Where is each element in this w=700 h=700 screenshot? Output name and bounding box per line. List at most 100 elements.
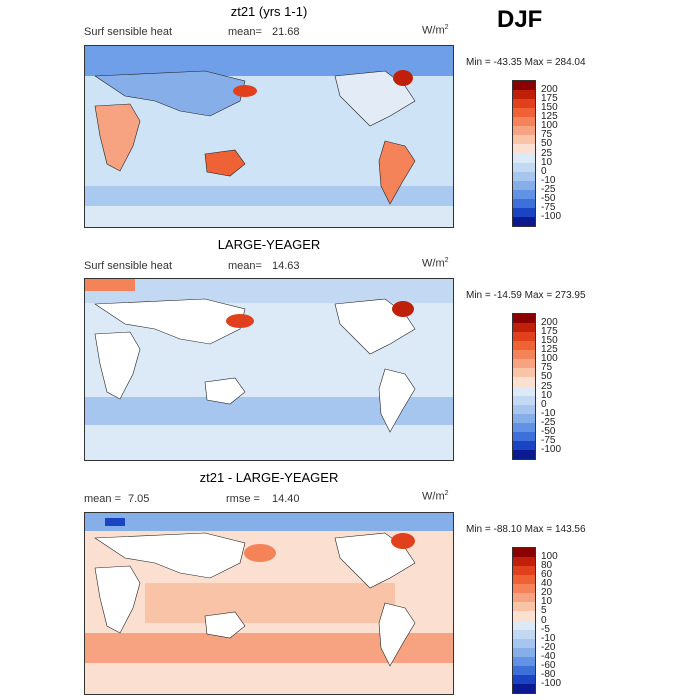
panel-3-colorbar: [512, 547, 536, 694]
colorbar-cell: [513, 647, 535, 657]
colorbar-cell: [513, 602, 535, 612]
panel-1-variable: Surf sensible heat: [84, 26, 173, 38]
colorbar-cell: [513, 683, 535, 693]
colorbar-cell: [513, 323, 535, 333]
colorbar-cell: [513, 557, 535, 567]
colorbar-cell: [513, 180, 535, 190]
panel-2-units: W/m2: [422, 257, 449, 270]
colorbar-cell: [513, 332, 535, 342]
colorbar-tick-label: -50: [541, 425, 556, 437]
colorbar-tick-label: 5: [541, 605, 547, 617]
panel-3-title: zt21 - LARGE-YEAGER: [199, 470, 339, 485]
colorbar-cell: [513, 449, 535, 459]
colorbar-tick-label: 100: [541, 353, 558, 365]
colorbar-cell: [513, 665, 535, 675]
colorbar-cell: [513, 638, 535, 648]
panel-2-minmax: Min = -14.59 Max = 273.95: [466, 290, 586, 301]
colorbar-tick-label: -50: [541, 192, 556, 204]
panel-1-colorbar: [512, 80, 536, 227]
colorbar-cell: [513, 431, 535, 441]
colorbar-tick-label: 25: [541, 380, 553, 392]
panel-1-minmax: Min = -43.35 Max = 284.04: [466, 57, 586, 68]
colorbar-tick-label: 10: [541, 156, 553, 168]
panel-3-units: W/m2: [422, 490, 449, 503]
colorbar-tick-label: 10: [541, 596, 553, 608]
colorbar-cell: [513, 593, 535, 603]
colorbar-tick-label: 40: [541, 578, 553, 590]
colorbar-cell: [513, 575, 535, 585]
panel-2-mean-value: 14.63: [272, 260, 300, 272]
colorbar-cell: [513, 611, 535, 621]
colorbar-tick-label: 0: [541, 614, 547, 626]
colorbar-cell: [513, 395, 535, 405]
colorbar-cell: [513, 198, 535, 208]
colorbar-tick-label: -75: [541, 434, 556, 446]
panel-1-map: [84, 45, 454, 228]
colorbar-tick-label: -60: [541, 659, 556, 671]
colorbar-cell: [513, 386, 535, 396]
panel-2-title: LARGE-YEAGER: [217, 237, 321, 252]
colorbar-cell: [513, 81, 535, 91]
colorbar-tick-label: -20: [541, 641, 556, 653]
panel-1-units: W/m2: [422, 24, 449, 37]
colorbar-cell: [513, 314, 535, 324]
colorbar-cell: [513, 620, 535, 630]
colorbar-cell: [513, 207, 535, 217]
colorbar-cell: [513, 359, 535, 369]
colorbar-cell: [513, 404, 535, 414]
colorbar-tick-label: 100: [541, 120, 558, 132]
colorbar-cell: [513, 377, 535, 387]
colorbar-cell: [513, 413, 535, 423]
colorbar-tick-label: 50: [541, 371, 553, 383]
colorbar-cell: [513, 153, 535, 163]
panel-1-title: zt21 (yrs 1-1): [230, 4, 308, 19]
panel-1-mean-label: mean=: [228, 26, 262, 38]
colorbar-tick-label: 125: [541, 111, 558, 123]
colorbar-tick-label: 60: [541, 569, 553, 581]
colorbar-cell: [513, 629, 535, 639]
colorbar-tick-label: -75: [541, 201, 556, 213]
colorbar-tick-label: -100: [541, 443, 562, 455]
colorbar-tick-label: 0: [541, 398, 547, 410]
colorbar-tick-label: 175: [541, 326, 558, 338]
colorbar-tick-label: -40: [541, 650, 556, 662]
colorbar-cell: [513, 126, 535, 136]
colorbar-cell: [513, 117, 535, 127]
colorbar-cell: [513, 674, 535, 684]
season-label: DJF: [497, 6, 543, 33]
colorbar-tick-label: 25: [541, 147, 553, 159]
colorbar-tick-label: 100: [541, 551, 558, 563]
colorbar-cell: [513, 566, 535, 576]
colorbar-tick-label: 150: [541, 335, 558, 347]
colorbar-tick-label: 175: [541, 93, 558, 105]
colorbar-tick-label: 75: [541, 129, 553, 141]
colorbar-tick-label: 20: [541, 587, 553, 599]
colorbar-cell: [513, 440, 535, 450]
colorbar-cell: [513, 135, 535, 145]
colorbar-tick-label: 150: [541, 102, 558, 114]
panel-3-rmse-value: 14.40: [272, 493, 300, 505]
colorbar-cell: [513, 422, 535, 432]
colorbar-cell: [513, 99, 535, 109]
colorbar-cell: [513, 189, 535, 199]
colorbar-tick-label: -10: [541, 407, 556, 419]
colorbar-tick-label: -25: [541, 183, 556, 195]
panel-3-map: [84, 512, 454, 695]
colorbar-cell: [513, 144, 535, 154]
colorbar-tick-label: -10: [541, 632, 556, 644]
colorbar-cell: [513, 368, 535, 378]
colorbar-tick-label: 50: [541, 138, 553, 150]
colorbar-tick-label: -80: [541, 668, 556, 680]
panel-3-minmax: Min = -88.10 Max = 143.56: [466, 524, 586, 535]
colorbar-tick-label: 10: [541, 389, 553, 401]
colorbar-cell: [513, 90, 535, 100]
colorbar-tick-label: 75: [541, 362, 553, 374]
panel-3-mean-label: mean =: [84, 493, 121, 505]
colorbar-cell: [513, 548, 535, 558]
colorbar-tick-label: 0: [541, 165, 547, 177]
panel-2-variable: Surf sensible heat: [84, 260, 173, 272]
colorbar-tick-label: -10: [541, 174, 556, 186]
colorbar-cell: [513, 171, 535, 181]
colorbar-tick-label: -100: [541, 210, 562, 222]
panel-2-mean-label: mean=: [228, 260, 262, 272]
